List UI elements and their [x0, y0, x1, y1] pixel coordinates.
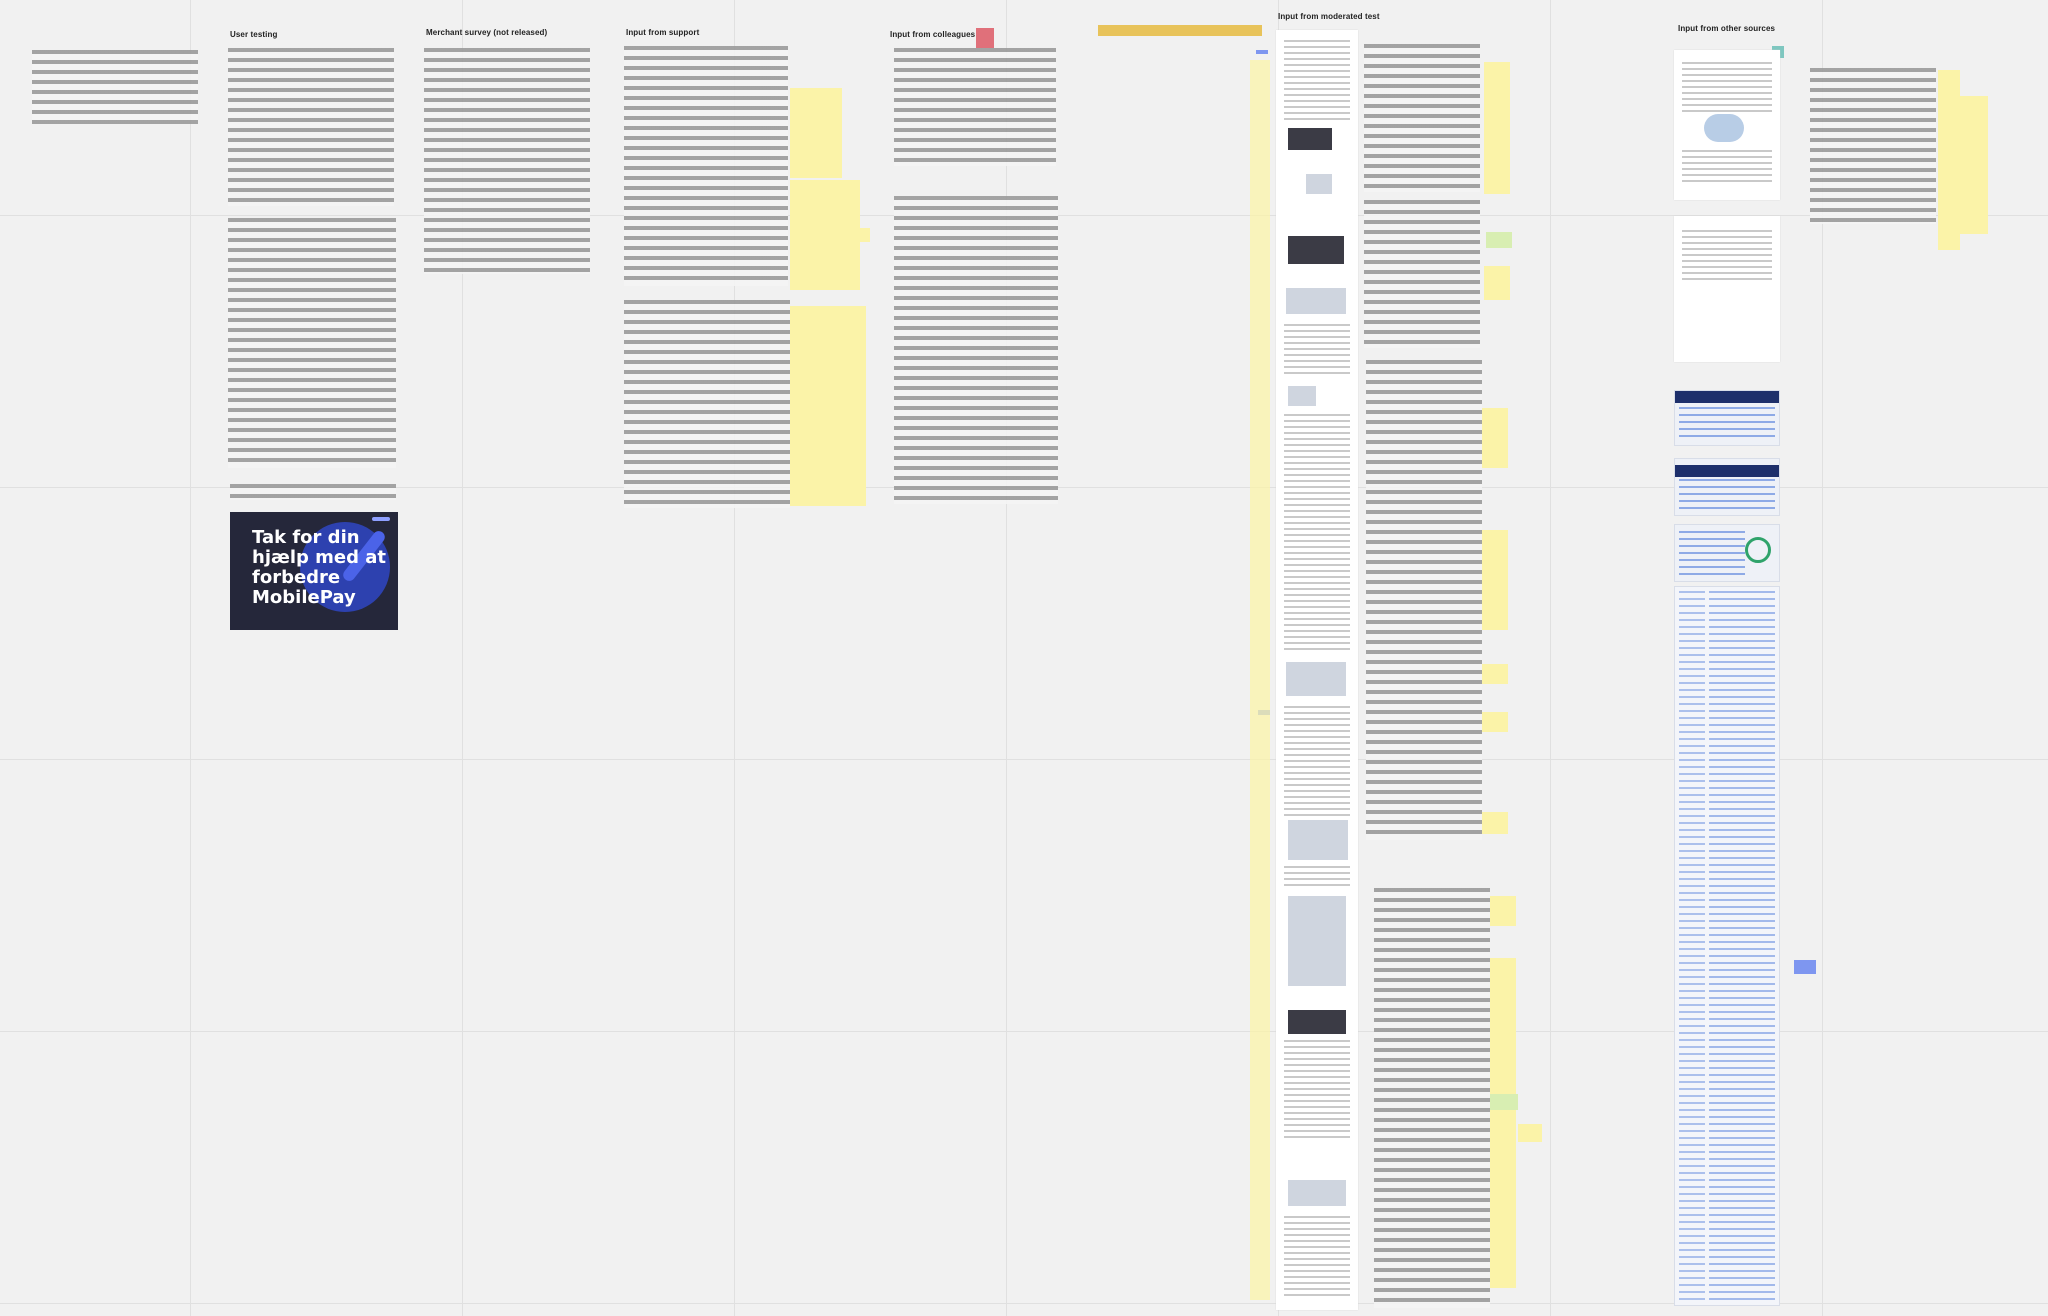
other-sources-slide-1[interactable]	[1674, 390, 1780, 446]
slide-header-bar	[1675, 465, 1779, 477]
colleagues-notes-group-1[interactable]	[894, 48, 1056, 166]
moderated-sticky-8[interactable]	[1490, 896, 1516, 926]
moderated-blue-tag-1[interactable]	[1256, 50, 1268, 54]
moderated-green-sticky-1[interactable]	[1486, 232, 1512, 248]
document-text-block	[1284, 40, 1350, 120]
merchant-survey-notes[interactable]	[424, 48, 590, 274]
document-text-block	[1284, 1040, 1350, 1140]
document-text-block	[1284, 1216, 1350, 1300]
other-sources-slide-3[interactable]	[1674, 524, 1780, 582]
document-screenshot-10	[1288, 1180, 1346, 1206]
far-right-sticky-1[interactable]	[1938, 70, 1960, 250]
column-heading-moderated-test: Input from moderated test	[1278, 12, 1380, 21]
document-screenshot-6	[1286, 662, 1346, 696]
slide-content	[1679, 479, 1775, 511]
moderated-sticky-1[interactable]	[1484, 62, 1510, 194]
document-text-block	[1682, 150, 1772, 186]
far-right-sticky-2[interactable]	[1960, 96, 1988, 234]
document-screenshot-5	[1288, 386, 1316, 406]
moderated-notes-group-2[interactable]	[1364, 200, 1480, 348]
support-sticky-stack-1[interactable]	[790, 88, 842, 178]
document-text-block	[1682, 230, 1772, 280]
moderated-test-banner[interactable]	[1098, 25, 1262, 36]
other-sources-slide-stack[interactable]	[1674, 586, 1780, 1306]
moderated-test-document[interactable]	[1276, 30, 1358, 1310]
column-heading-colleagues: Input from colleagues	[890, 30, 976, 39]
other-sources-blue-sticky[interactable]	[1794, 960, 1816, 974]
user-testing-notes-group-1[interactable]	[228, 48, 394, 206]
document-diagram-1	[1704, 114, 1744, 142]
document-screenshot-7	[1288, 820, 1348, 860]
far-right-notes[interactable]	[1810, 68, 1936, 224]
moderated-sticky-10[interactable]	[1518, 1124, 1542, 1142]
column-heading-other-sources: Input from other sources	[1678, 24, 1776, 33]
support-notes-group-2[interactable]	[624, 300, 790, 508]
document-screenshot-4	[1286, 288, 1346, 314]
document-text-block	[1284, 324, 1350, 374]
document-text-block	[1682, 62, 1772, 112]
colleagues-notes-group-2[interactable]	[894, 196, 1058, 504]
document-text-block	[1284, 414, 1350, 654]
user-testing-notes-group-3[interactable]	[230, 484, 396, 500]
moderated-sticky-6[interactable]	[1482, 712, 1508, 732]
slide-content	[1679, 407, 1775, 441]
promo-card-text: Tak for din hjælp med at forbedre Mobile…	[252, 527, 387, 608]
other-sources-document-1[interactable]	[1674, 50, 1780, 200]
slide-content	[1679, 531, 1745, 577]
slide-header-bar	[1675, 391, 1779, 403]
document-screenshot-2	[1306, 174, 1332, 194]
moderated-sticky-9[interactable]	[1490, 958, 1516, 1288]
moderated-notes-group-1[interactable]	[1364, 44, 1480, 192]
document-screenshot-9	[1288, 1010, 1346, 1034]
support-sticky-stack-4[interactable]	[790, 306, 866, 506]
column-heading-user-testing: User testing	[230, 30, 278, 39]
other-sources-document-2[interactable]	[1674, 216, 1780, 362]
document-text-block	[1284, 706, 1350, 816]
column-heading-merchant-survey: Merchant survey (not released)	[426, 28, 548, 37]
moderated-sticky-4[interactable]	[1482, 530, 1508, 630]
mobilepay-logo-icon	[372, 517, 390, 521]
slide-content	[1679, 591, 1705, 1301]
moderated-sticky-3[interactable]	[1482, 408, 1508, 468]
moderated-notes-group-3[interactable]	[1366, 360, 1482, 840]
support-notes-group-1[interactable]	[624, 46, 788, 286]
moderated-green-sticky-2[interactable]	[1490, 1094, 1518, 1110]
other-sources-slide-2[interactable]	[1674, 458, 1780, 516]
document-text-block	[1284, 866, 1350, 886]
document-screenshot-3	[1288, 236, 1344, 264]
moderated-left-sticky-strip[interactable]	[1250, 60, 1270, 1300]
moderated-sticky-5[interactable]	[1482, 664, 1508, 684]
support-sticky-stack-3[interactable]	[846, 228, 870, 242]
colleagues-red-sticky[interactable]	[976, 28, 994, 48]
document-screenshot-8	[1288, 896, 1346, 986]
user-testing-notes-group-2[interactable]	[228, 218, 396, 468]
moderated-notes-group-4[interactable]	[1374, 888, 1490, 1308]
document-screenshot-1	[1288, 128, 1332, 150]
moderated-sticky-7[interactable]	[1482, 812, 1508, 834]
loose-notes-block[interactable]	[32, 50, 198, 124]
promo-card-image[interactable]: Tak for din hjælp med at forbedre Mobile…	[230, 512, 398, 630]
progress-ring-icon	[1745, 537, 1771, 563]
column-heading-support: Input from support	[626, 28, 700, 37]
moderated-sticky-2[interactable]	[1484, 266, 1510, 300]
slide-content	[1709, 591, 1775, 1301]
